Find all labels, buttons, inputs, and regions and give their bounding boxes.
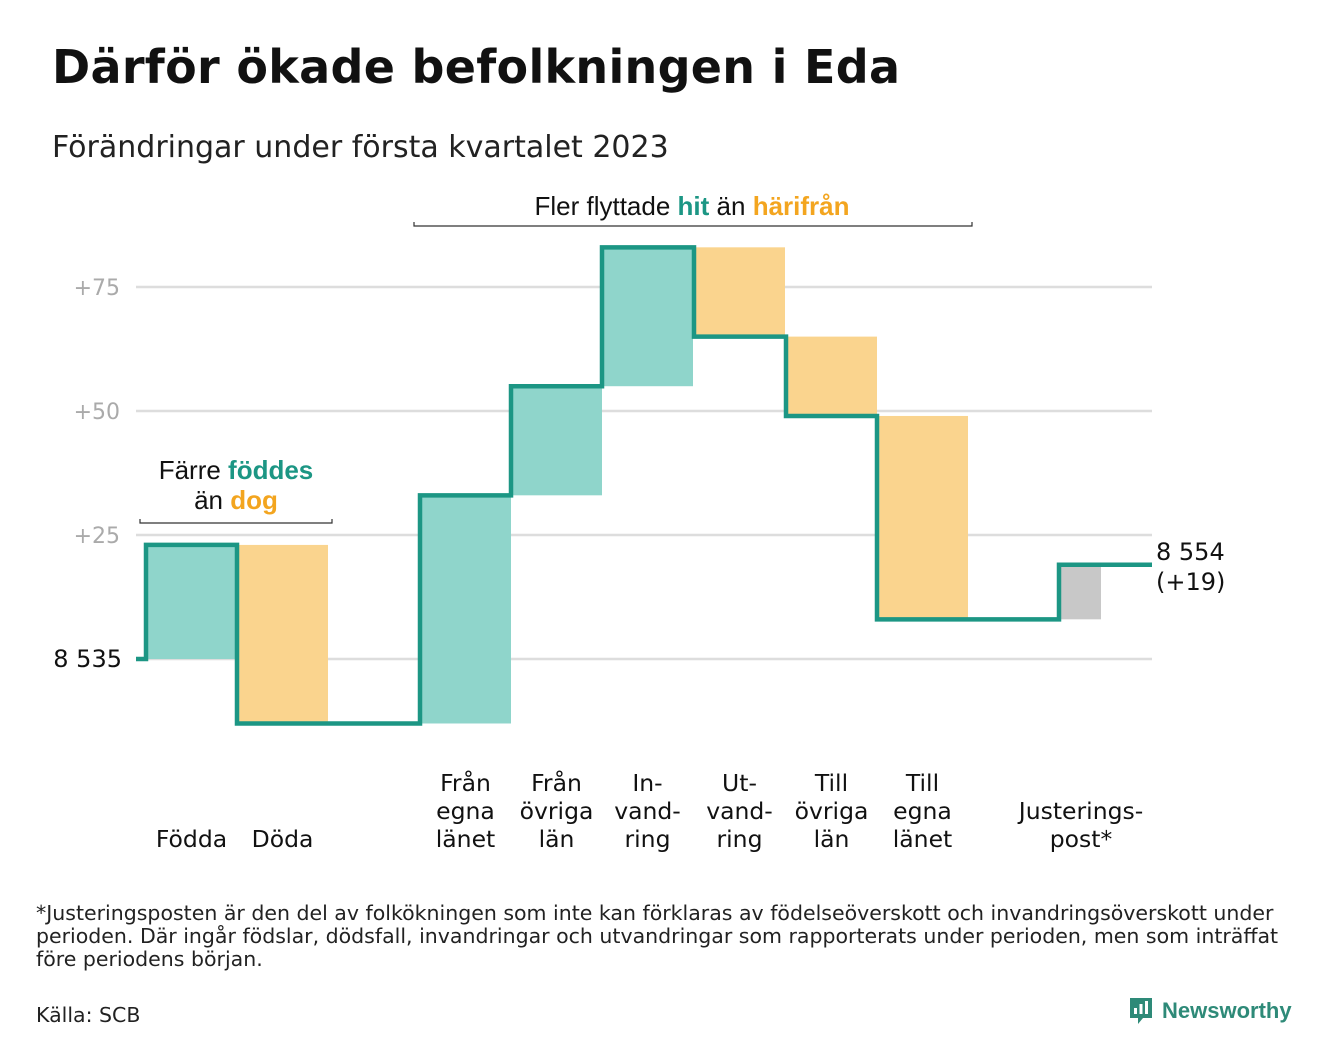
label-layer: +25 +50 +75 Födda Döda Från egna länet Från övrig… xyxy=(53,276,1225,853)
x-label-2: Döda xyxy=(252,825,314,853)
x-label-6: Ut-vand-ring xyxy=(706,769,773,853)
step-line xyxy=(136,245,1152,726)
bar-3 xyxy=(420,495,511,724)
brand-logo[interactable]: Newsworthy xyxy=(1128,996,1292,1026)
end-change-label: (+19) xyxy=(1156,568,1225,596)
migration-annotation: Fler flyttade hit än härifrån xyxy=(534,191,849,221)
bars-layer xyxy=(146,247,1101,724)
ytick-label: +75 xyxy=(74,276,120,301)
chart-subtitle: Förändringar under första kvartalet 2023 xyxy=(52,130,669,165)
x-label-7: Till övriga län xyxy=(795,769,869,853)
end-value-label: 8 554 xyxy=(1156,538,1225,566)
source-label: Källa: SCB xyxy=(36,1003,141,1027)
footnote: *Justeringsposten är den del av folkökni… xyxy=(36,901,1279,971)
x-label-3: Från egna länet xyxy=(436,769,496,853)
births-bracket xyxy=(139,519,333,524)
bar-1 xyxy=(146,544,237,659)
x-label-4: Från övriga län xyxy=(520,769,594,853)
x-label-8: Till egna länet xyxy=(893,769,953,853)
start-value-label: 8 535 xyxy=(53,645,122,673)
bar-5 xyxy=(602,247,693,387)
step-line-layer xyxy=(136,245,1152,726)
bar-6 xyxy=(694,247,785,337)
migration-bracket xyxy=(413,222,973,227)
bar-7 xyxy=(786,336,877,416)
ytick-label: +50 xyxy=(74,400,120,425)
x-label-1: Födda xyxy=(156,825,227,853)
ytick-label: +25 xyxy=(74,524,120,549)
x-label-9: Justerings-post* xyxy=(1017,797,1143,853)
newsworthy-logo-icon xyxy=(1130,998,1152,1024)
births-annotation-line1: Färre föddes xyxy=(159,455,314,485)
births-annotation-line2: än dog xyxy=(194,485,278,515)
bar-2 xyxy=(237,544,328,724)
x-label-5: In-vand-ring xyxy=(614,769,681,853)
bar-9 xyxy=(1059,564,1101,620)
brand-name: Newsworthy xyxy=(1162,998,1292,1023)
bar-4 xyxy=(511,386,602,496)
waterfall-chart: +25 +50 +75 Födda Döda Från egna länet Från övrig… xyxy=(53,191,1225,853)
chart-title: Därför ökade befolkningen i Eda xyxy=(52,40,901,94)
bar-8 xyxy=(877,415,968,620)
